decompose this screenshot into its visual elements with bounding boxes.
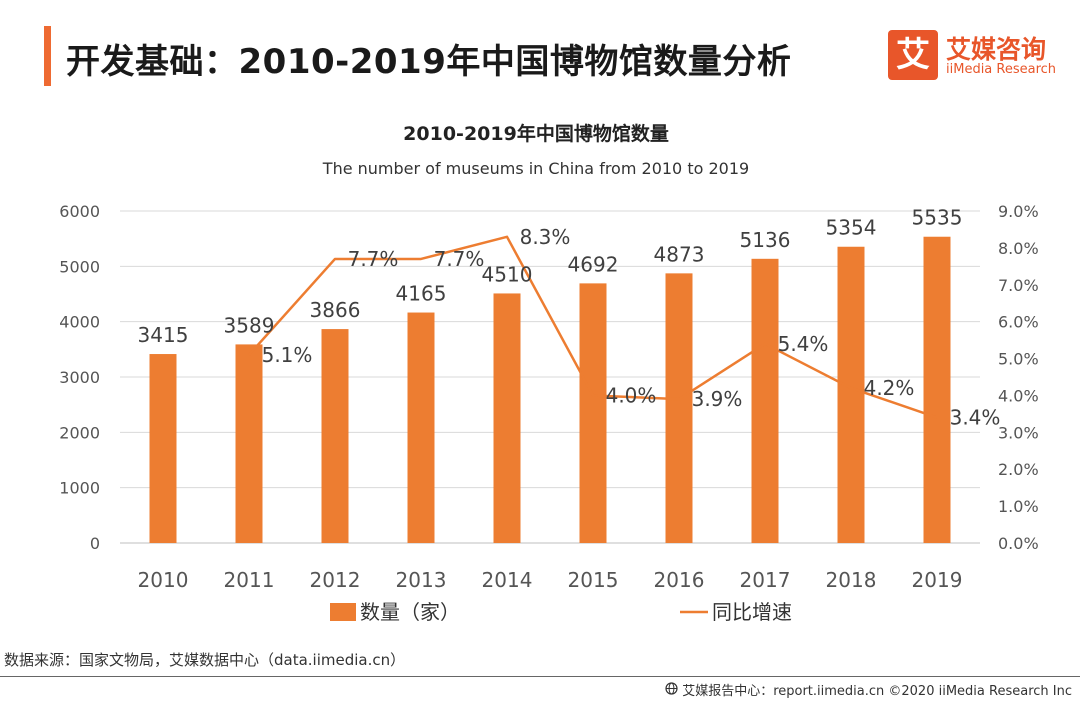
legend-line-label: 同比增速 bbox=[712, 600, 792, 624]
bar bbox=[837, 246, 865, 543]
bar-value-label: 3589 bbox=[224, 313, 275, 337]
line-value-label: 3.9% bbox=[692, 387, 743, 411]
y-left-tick-label: 3000 bbox=[59, 368, 100, 387]
x-tick-label: 2013 bbox=[396, 568, 447, 592]
x-tick-label: 2017 bbox=[740, 568, 791, 592]
y-right-tick-label: 0.0% bbox=[998, 534, 1039, 553]
x-tick-label: 2018 bbox=[826, 568, 877, 592]
bar-value-label: 4692 bbox=[568, 252, 619, 276]
footer-text: 艾媒报告中心：report.iimedia.cn ©2020 iiMedia R… bbox=[682, 684, 1072, 699]
bar bbox=[235, 344, 263, 543]
y-right-tick-label: 4.0% bbox=[998, 386, 1039, 405]
chart-subtitle: The number of museums in China from 2010… bbox=[322, 159, 749, 178]
bar-value-label: 4873 bbox=[654, 242, 705, 266]
x-tick-label: 2019 bbox=[912, 568, 963, 592]
bar bbox=[579, 283, 607, 543]
title-accent-bar bbox=[44, 26, 51, 86]
iimedia-logo: 艾 艾媒咨询 iiMedia Research bbox=[888, 30, 1068, 82]
logo-chinese-name: 艾媒咨询 bbox=[946, 35, 1047, 64]
x-tick-label: 2011 bbox=[224, 568, 275, 592]
line-value-label: 7.7% bbox=[348, 247, 399, 271]
museum-count-chart: 2010-2019年中国博物馆数量 The number of museums i… bbox=[59, 122, 1039, 624]
x-tick-label: 2016 bbox=[654, 568, 705, 592]
logo-english-name: iiMedia Research bbox=[946, 62, 1057, 77]
bar bbox=[923, 236, 951, 544]
bar bbox=[665, 273, 693, 543]
y-right-tick-label: 5.0% bbox=[998, 350, 1039, 369]
bar-value-label: 3866 bbox=[310, 298, 361, 322]
y-right-tick-label: 6.0% bbox=[998, 313, 1039, 332]
bar-value-label: 4165 bbox=[396, 282, 447, 306]
x-tick-label: 2015 bbox=[568, 568, 619, 592]
growth-rate-line bbox=[248, 235, 938, 419]
y-left-tick-label: 0 bbox=[90, 534, 100, 553]
logo-mark: 艾 bbox=[888, 30, 938, 80]
bar-value-label: 5354 bbox=[826, 216, 877, 240]
y-right-tick-label: 1.0% bbox=[998, 497, 1039, 516]
y-left-tick-label: 5000 bbox=[59, 257, 100, 276]
bar bbox=[493, 293, 521, 543]
footer-copyright: 艾媒报告中心：report.iimedia.cn ©2020 iiMedia R… bbox=[665, 680, 1072, 699]
y-right-tick-label: 8.0% bbox=[998, 239, 1039, 258]
y-left-tick-label: 6000 bbox=[59, 202, 100, 221]
y-right-tick-label: 9.0% bbox=[998, 202, 1039, 221]
bar-value-label: 5535 bbox=[912, 206, 963, 230]
x-tick-label: 2010 bbox=[138, 568, 189, 592]
line-value-label: 5.4% bbox=[778, 332, 829, 356]
line-value-label: 5.1% bbox=[262, 343, 313, 367]
bar-value-label: 4510 bbox=[482, 262, 533, 286]
line-value-label: 4.0% bbox=[606, 383, 657, 407]
bar bbox=[149, 354, 177, 543]
line-value-label: 7.7% bbox=[434, 247, 485, 271]
bar-value-label: 3415 bbox=[138, 323, 189, 347]
y-left-tick-label: 4000 bbox=[59, 313, 100, 332]
y-left-tick-label: 2000 bbox=[59, 423, 100, 442]
footer-divider bbox=[0, 676, 1080, 677]
bar bbox=[751, 258, 779, 543]
legend-bar-swatch bbox=[330, 603, 356, 621]
globe-icon bbox=[665, 682, 678, 699]
y-right-tick-label: 7.0% bbox=[998, 276, 1039, 295]
chart-title: 2010-2019年中国博物馆数量 bbox=[403, 122, 669, 145]
bar-value-label: 5136 bbox=[740, 228, 791, 252]
x-tick-label: 2014 bbox=[482, 568, 533, 592]
legend-bar-label: 数量（家） bbox=[360, 600, 460, 624]
y-right-tick-label: 3.0% bbox=[998, 423, 1039, 442]
bar bbox=[321, 329, 349, 543]
y-left-tick-label: 1000 bbox=[59, 479, 100, 498]
y-right-tick-label: 2.0% bbox=[998, 460, 1039, 479]
line-value-label: 4.2% bbox=[864, 376, 915, 400]
x-tick-label: 2012 bbox=[310, 568, 361, 592]
page-title: 开发基础：2010-2019年中国博物馆数量分析 bbox=[66, 42, 792, 82]
line-value-label: 3.4% bbox=[950, 406, 1001, 430]
bar bbox=[407, 312, 435, 543]
data-source-note: 数据来源：国家文物局，艾媒数据中心（data.iimedia.cn） bbox=[4, 651, 406, 669]
line-value-label: 8.3% bbox=[520, 225, 571, 249]
